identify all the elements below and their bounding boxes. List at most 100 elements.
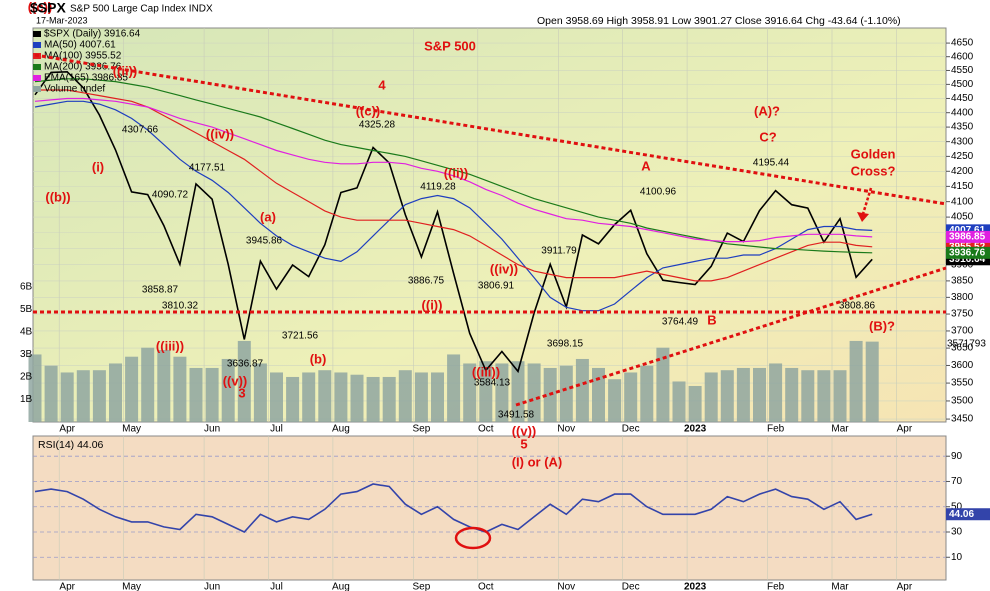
x-tick-label: 2023: [684, 424, 707, 435]
price-label: 4177.51: [189, 163, 226, 174]
price-label: 3636.87: [227, 359, 264, 370]
y-tick-label: 3750: [951, 309, 974, 320]
x-tick-label: Mar: [831, 424, 849, 435]
x-tick-label: Oct: [478, 582, 494, 591]
annotation: 4: [378, 77, 386, 92]
volume-bar: [109, 363, 122, 422]
last-value-label: 44.06: [949, 509, 974, 520]
x-tick-label: Aug: [332, 582, 350, 591]
volume-bar: [398, 370, 412, 422]
annotation: ((iv)): [490, 261, 518, 276]
legend-swatch: [33, 86, 41, 92]
volume-bar: [865, 341, 879, 422]
y-tick-label: 4300: [951, 136, 974, 147]
oversold-circle: [454, 526, 492, 550]
volume-tick-label: 2B: [20, 372, 33, 383]
y-tick-label: 4500: [951, 79, 974, 90]
legend-swatch: [33, 75, 41, 81]
annotation: (I) or (A): [512, 454, 563, 469]
rsi-title: RSI(14) 44.06: [38, 439, 104, 451]
volume-bar: [817, 370, 831, 422]
legend-label: Volume undef: [44, 84, 105, 95]
price-label: 3858.87: [142, 285, 179, 296]
annotation: Golden: [851, 146, 896, 161]
volume-bar: [382, 376, 396, 422]
price-label: 3911.79: [541, 246, 577, 257]
y-tick-label: 4550: [951, 65, 974, 76]
last-value-box: [946, 246, 990, 259]
plot-layer: 3450350035503600365037003750380038503900…: [20, 0, 990, 591]
volume-bar: [559, 365, 573, 422]
volume-bar: [479, 361, 493, 422]
y-tick-label: 3650: [951, 343, 974, 354]
volume-last-label: 3571793: [947, 338, 986, 349]
x-tick-label: May: [122, 582, 141, 591]
legend-label: $SPX (Daily) 3916.64: [44, 29, 141, 40]
x-tick-label: Apr: [897, 582, 913, 591]
volume-bar: [527, 363, 541, 422]
x-tick-label: Jul: [270, 424, 283, 435]
volume-bar: [318, 370, 332, 422]
volume-bar: [302, 372, 316, 422]
annotation: B: [707, 312, 716, 327]
price-panel: [32, 27, 947, 423]
volume-bar: [736, 367, 750, 422]
y-tick-label: 4400: [951, 107, 974, 118]
volume-bar: [447, 354, 461, 422]
volume-tick-label: 1B: [20, 394, 33, 405]
price-label: 3808.86: [839, 301, 876, 312]
volume-bar: [753, 367, 766, 422]
y-tick-label: 4050: [951, 212, 974, 223]
volume-bar: [672, 381, 686, 422]
y-tick-label: 3850: [951, 276, 974, 287]
volume-bar: [688, 385, 702, 422]
price-label: 4325.28: [359, 120, 396, 131]
price-label: 3764.49: [662, 317, 699, 328]
volume-bar: [334, 372, 348, 422]
y-tick-label: 30: [951, 527, 963, 538]
volume-bar: [704, 372, 718, 422]
x-tick-label: Apr: [897, 424, 913, 435]
volume-bar: [592, 367, 605, 422]
x-tick-label: Oct: [478, 424, 494, 435]
legend-swatch: [33, 64, 41, 70]
legend-label: MA(50) 4007.61: [44, 40, 116, 51]
volume-bar: [125, 356, 139, 422]
y-tick-label: 3600: [951, 360, 974, 371]
last-value-box: [946, 230, 990, 243]
x-tick-label: Sep: [413, 424, 431, 435]
last-value-label: 3936.76: [949, 247, 986, 258]
support-line: [515, 266, 947, 407]
price-label: 3810.32: [162, 301, 199, 312]
rsi-panel: [32, 435, 947, 581]
last-value-label: 3916.64: [949, 254, 986, 265]
legend-label: MA(200) 3936.76: [44, 62, 122, 73]
volume-bar: [157, 349, 171, 422]
volume-bar: [849, 340, 863, 422]
overlays: [33, 53, 947, 550]
volume-bar: [511, 361, 525, 422]
y-tick-label: 3450: [951, 414, 974, 425]
annotation: ((v)): [512, 423, 537, 438]
price-label: 3721.56: [282, 331, 319, 342]
x-tick-label: Apr: [59, 582, 75, 591]
volume-bar: [60, 372, 74, 422]
volume-bar: [76, 370, 90, 422]
x-tick-label: Apr: [59, 424, 75, 435]
x-tick-label: Nov: [557, 424, 575, 435]
volume-bar: [801, 370, 815, 422]
last-value-box: [946, 508, 990, 521]
legend-swatch: [33, 31, 41, 37]
annotation: S&P 500: [424, 38, 476, 53]
price-label: 3886.75: [408, 276, 445, 287]
price-label: 4307.66: [122, 125, 159, 136]
x-tick-label: Mar: [831, 582, 849, 591]
x-tick-label: Nov: [557, 582, 575, 591]
y-tick-label: 4100: [951, 196, 974, 207]
volume-bar: [431, 372, 444, 422]
annotation: ((iii)): [156, 338, 184, 353]
volume-bar: [495, 363, 509, 422]
volume-bar: [350, 374, 364, 422]
volume-tick-label: 3B: [20, 349, 33, 360]
volume-bar: [141, 347, 155, 422]
